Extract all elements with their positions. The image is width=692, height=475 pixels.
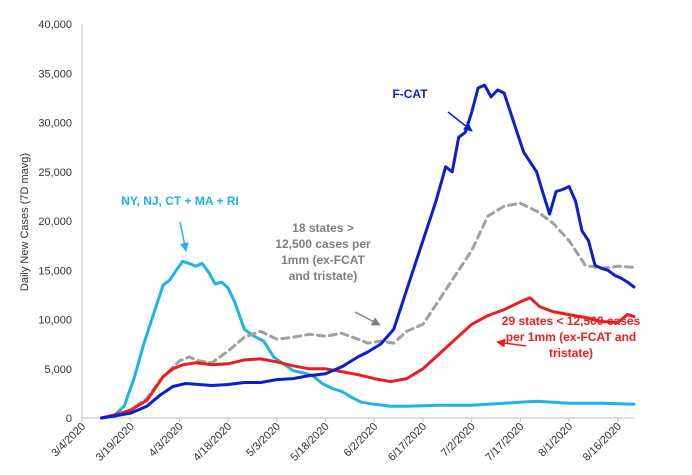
x-tick-label: 8/1/2020 — [536, 421, 575, 460]
y-tick-label: 15,000 — [38, 265, 72, 277]
series-line-under — [100, 296, 636, 420]
series-line-fcat — [100, 83, 636, 420]
y-tick-label: 10,000 — [38, 315, 72, 327]
y-tick-label: 5,000 — [44, 364, 72, 376]
annotation-arrow-tristate — [179, 221, 189, 252]
annotation-arrows — [179, 111, 527, 348]
y-tick-label: 40,000 — [38, 19, 72, 31]
x-tick-label: 7/2/2020 — [439, 421, 478, 460]
annotation-label-over: 1mm (ex-FCAT — [281, 253, 365, 267]
x-tick-label: 7/17/2020 — [483, 421, 526, 464]
annotation-label-under: per 1mm (ex-FCAT and — [506, 330, 636, 344]
series-lines — [100, 83, 636, 420]
annotation-label-under: tristate) — [549, 346, 593, 360]
x-tick-labels: 3/4/2020 3/19/2020 4/3/2020 4/18/2020 5/3/20… — [49, 418, 624, 464]
annotation-label-over: and tristate) — [289, 269, 358, 283]
x-tick-label: 5/3/2020 — [244, 421, 283, 460]
annotation-arrow-fcat — [447, 111, 473, 132]
x-tick-label: 8/16/2020 — [581, 421, 624, 464]
y-tick-label: 30,000 — [38, 118, 72, 130]
y-tick-label: 0 — [66, 413, 72, 425]
annotations: F-CAT NY, NJ, CT + MA + RI 18 states > 12,5… — [121, 87, 640, 360]
series-line-over — [100, 201, 636, 420]
x-tick-label: 5/18/2020 — [289, 421, 332, 464]
y-tick-label: 25,000 — [38, 167, 72, 179]
x-tick-label: 3/4/2020 — [49, 421, 88, 460]
annotation-arrow-over — [354, 311, 381, 326]
x-tick-label: 6/2/2020 — [342, 421, 381, 460]
annotation-label-tristate: NY, NJ, CT + MA + RI — [121, 194, 239, 208]
annotation-label-under: 29 states < 12,500 cases — [502, 314, 641, 328]
y-tick-label: 35,000 — [38, 68, 72, 80]
y-axis-label: Daily New Cases (7D mavg) — [19, 153, 31, 291]
x-tick-label: 4/18/2020 — [191, 421, 234, 464]
y-tick-labels: 0 5,000 10,000 15,000 20,000 25,000 30,000 35,0… — [38, 19, 72, 425]
x-tick-label: 3/19/2020 — [94, 421, 137, 464]
x-tick-label: 6/17/2020 — [386, 421, 429, 464]
series-line-tristate — [100, 259, 636, 420]
annotation-label-over: 12,500 cases per — [275, 237, 371, 251]
annotation-label-over: 18 states > — [292, 221, 354, 235]
annotation-arrow-under — [496, 338, 527, 348]
x-tick-label: 4/3/2020 — [147, 421, 186, 460]
annotation-label-fcat: F-CAT — [392, 87, 428, 101]
y-tick-label: 20,000 — [38, 216, 72, 228]
